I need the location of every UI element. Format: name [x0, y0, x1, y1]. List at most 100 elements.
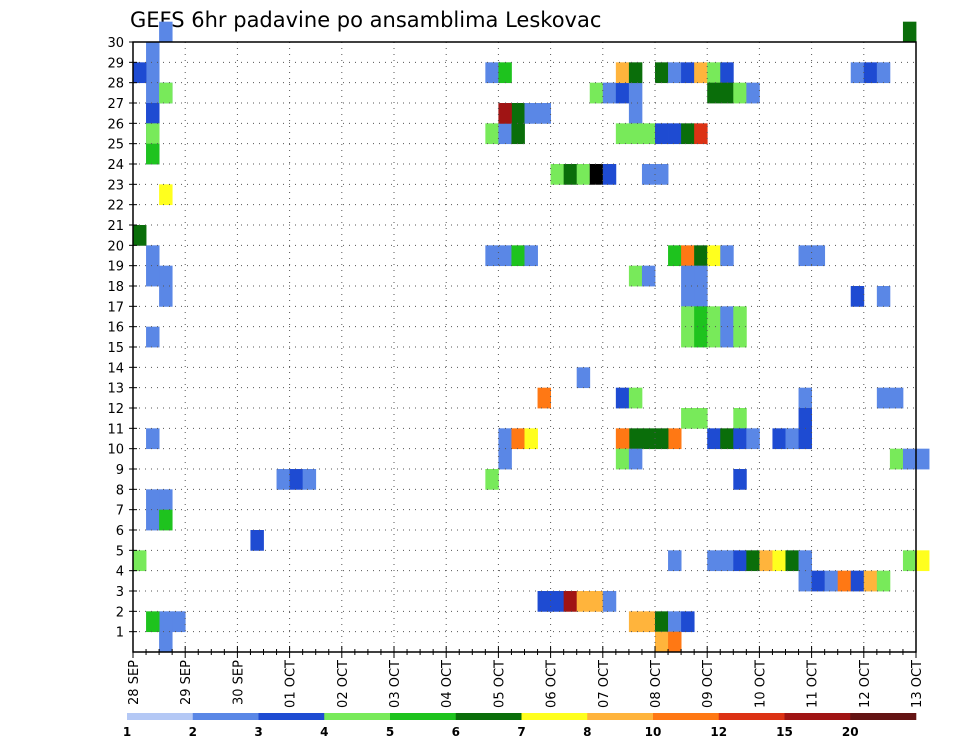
heatmap-cell — [876, 62, 891, 84]
heatmap-cell — [746, 82, 760, 104]
heatmap-cell — [159, 509, 173, 531]
heatmap-cell — [798, 428, 812, 450]
colorbar-swatch — [521, 713, 588, 720]
heatmap-cell — [146, 489, 160, 511]
heatmap-cell — [720, 82, 734, 104]
x-tick-label: 05 OCT — [492, 660, 507, 708]
heatmap-cell — [811, 570, 826, 592]
heatmap-cell — [655, 62, 669, 84]
colorbar-label: 5 — [386, 725, 394, 739]
heatmap-cell — [668, 631, 682, 653]
heatmap-cell — [550, 164, 565, 185]
y-tick-label: 13 — [107, 382, 124, 397]
heatmap-cell — [498, 62, 512, 84]
heatmap-cell — [655, 631, 669, 653]
y-tick-label: 1 — [116, 626, 124, 641]
heatmap-cell — [733, 306, 747, 328]
x-tick-label: 12 OCT — [858, 660, 873, 708]
heatmap-cell — [589, 164, 604, 185]
y-tick-label: 24 — [107, 158, 124, 173]
heatmap-cell — [641, 428, 656, 450]
colorbar-label: 6 — [452, 725, 460, 739]
y-tick-label: 15 — [107, 341, 124, 356]
heatmap-cell — [916, 448, 930, 470]
heatmap-cell — [694, 306, 708, 328]
heatmap-cell — [785, 550, 799, 572]
heatmap-cell — [876, 570, 891, 592]
heatmap-cell — [628, 82, 643, 104]
heatmap-cell — [681, 286, 695, 307]
heatmap-cell — [681, 123, 695, 145]
heatmap-cell — [694, 408, 708, 429]
heatmap-cell — [720, 326, 734, 348]
x-axis: 28 SEP 29 SEP 30 SEP 01 OCT 02 OCT 03 OCT 04 O… — [127, 646, 925, 708]
heatmap-cell — [902, 550, 917, 572]
heatmap-cell — [576, 164, 591, 185]
heatmap-cell — [498, 448, 512, 470]
y-tick-label: 30 — [107, 36, 124, 51]
heatmap-cell — [798, 387, 812, 409]
chart-title: GEFS 6hr padavine po ansamblima Leskovac — [130, 8, 601, 32]
heatmap-cell — [681, 62, 695, 84]
heatmap-cell — [694, 62, 708, 84]
y-tick-label: 7 — [116, 504, 124, 519]
heatmap-cell — [641, 164, 656, 185]
heatmap-cell — [707, 306, 721, 328]
x-tick-label: 04 OCT — [440, 660, 455, 708]
y-tick-label: 19 — [107, 260, 124, 275]
heatmap-cell — [615, 387, 630, 409]
heatmap-cell — [720, 428, 734, 450]
heatmap-cell — [641, 123, 656, 145]
heatmap-cell — [628, 103, 643, 124]
heatmap-cell — [772, 428, 786, 450]
heatmap-cell — [746, 428, 760, 450]
heatmap-cell — [720, 550, 734, 572]
heatmap-cell — [850, 62, 865, 84]
x-tick-label: 03 OCT — [388, 660, 403, 708]
heatmap-cell — [146, 143, 160, 165]
heatmap-cell — [733, 428, 747, 450]
y-axis: 1234567891011121314151617181920212223242… — [107, 36, 137, 641]
y-tick-label: 3 — [116, 585, 124, 600]
x-tick-label: 30 SEP — [231, 660, 246, 705]
colorbar-label: 4 — [320, 725, 328, 739]
y-tick-label: 22 — [107, 199, 124, 214]
heatmap-cell — [615, 123, 630, 145]
heatmap-cell — [772, 550, 786, 572]
heatmap-cell — [655, 164, 669, 185]
heatmap-cell — [681, 611, 695, 633]
heatmap-cell — [172, 611, 186, 633]
heatmap-cells — [133, 21, 930, 653]
heatmap-cell — [655, 428, 669, 450]
colorbar-label: 10 — [645, 725, 662, 739]
heatmap-cell — [733, 550, 747, 572]
heatmap-cell — [746, 550, 760, 572]
y-tick-label: 10 — [107, 443, 124, 458]
y-tick-label: 18 — [107, 280, 124, 295]
heatmap-cell — [133, 550, 147, 572]
heatmap-cell — [276, 469, 290, 490]
heatmap-cell — [159, 21, 173, 43]
heatmap-cell — [694, 326, 708, 348]
heatmap-cell — [511, 123, 525, 145]
heatmap-cell — [615, 448, 630, 470]
heatmap-cell — [146, 509, 160, 531]
heatmap-cell — [628, 428, 643, 450]
colorbar-swatch — [127, 713, 194, 720]
heatmap-cell — [576, 591, 591, 612]
heatmap-cell — [146, 62, 160, 84]
heatmap-cell — [146, 428, 160, 450]
heatmap-cell — [720, 62, 734, 84]
heatmap-cell — [576, 367, 591, 389]
heatmap-cell — [733, 82, 747, 104]
heatmap-cell — [485, 123, 499, 145]
x-tick-label: 11 OCT — [806, 660, 821, 708]
heatmap-cell — [668, 611, 682, 633]
heatmap-cell — [498, 123, 512, 145]
colorbar-swatch — [850, 713, 917, 720]
colorbar-label: 8 — [583, 725, 591, 739]
heatmap-cell — [850, 286, 865, 307]
heatmap-cell — [655, 123, 669, 145]
heatmap-cell — [146, 245, 160, 267]
